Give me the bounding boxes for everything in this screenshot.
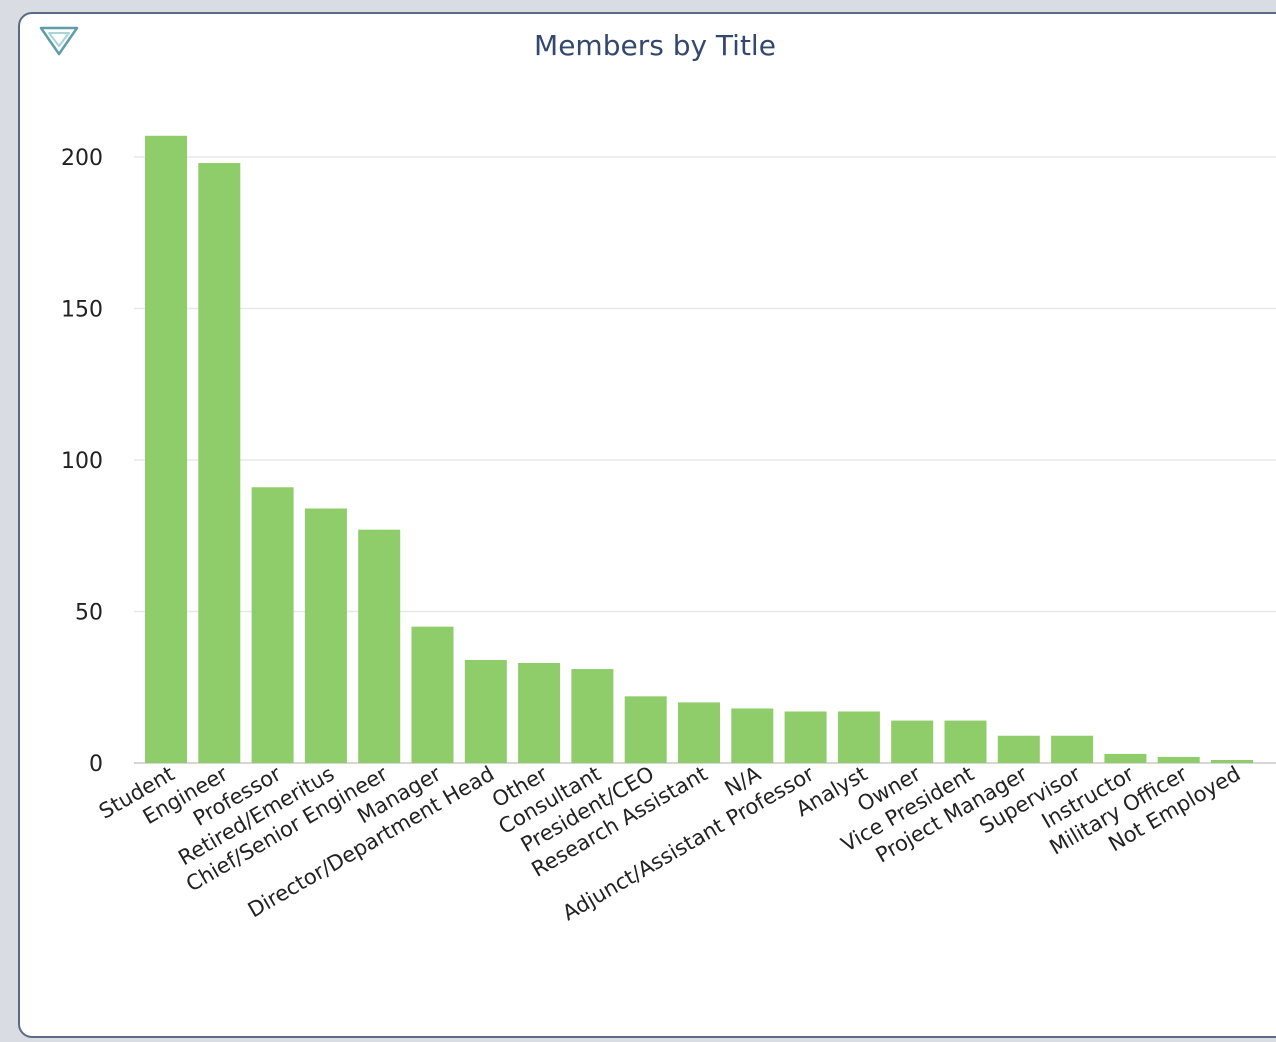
bar[interactable] [1157,756,1200,763]
bar[interactable] [571,669,614,763]
bar[interactable] [1051,735,1094,763]
bar[interactable] [198,163,241,763]
bar[interactable] [358,529,401,763]
collapse-triangle-icon[interactable] [38,24,80,58]
bar[interactable] [678,702,720,763]
bar[interactable] [731,708,774,763]
bar[interactable] [784,711,827,763]
bar[interactable] [518,663,561,763]
y-tick-label: 150 [61,298,103,323]
bar[interactable] [1104,753,1147,763]
bar[interactable] [837,711,880,763]
y-tick-label: 200 [61,146,103,171]
x-axis-labels: StudentEngineerProfessorRetired/Emeritus… [95,761,1245,925]
bar[interactable] [891,720,934,763]
bar[interactable] [145,135,187,764]
y-tick-label: 0 [89,752,103,777]
bar[interactable] [304,508,347,763]
bars [145,135,1253,764]
y-axis-ticks: 0 50 100 150 200 [61,146,103,777]
bar[interactable] [624,696,667,763]
y-tick-label: 50 [75,601,103,626]
bar[interactable] [411,626,454,763]
bar[interactable] [251,487,294,763]
bar[interactable] [944,720,987,763]
chart-title: Members by Title [534,29,776,62]
bar[interactable] [997,735,1040,763]
bar[interactable] [464,659,507,763]
y-tick-label: 100 [61,449,103,474]
bar[interactable] [1211,759,1253,763]
